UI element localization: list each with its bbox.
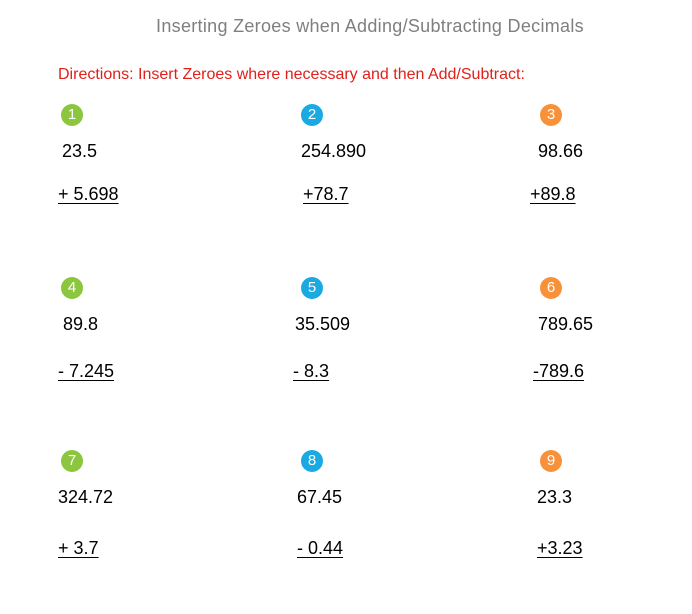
problem-4: 4 89.8 - 7.245 <box>58 277 231 417</box>
problem-2: 2 254.890 +78.7 <box>301 104 471 244</box>
first-operand: 67.45 <box>297 487 343 507</box>
directions-text: Directions: Insert Zeroes where necessar… <box>58 66 525 83</box>
problem-number-badge: 3 <box>540 104 562 126</box>
problem-1: 1 23.5 + 5.698 <box>58 104 231 244</box>
second-operand: - 8.3 <box>293 361 330 381</box>
second-operand: +3.23 <box>537 538 583 558</box>
problem-8: 8 67.45 - 0.44 <box>297 450 471 590</box>
problem-number-badge: 7 <box>61 450 83 472</box>
problem-3: 3 98.66 +89.8 <box>530 104 692 244</box>
problem-number-badge: 5 <box>301 277 323 299</box>
second-operand: - 7.245 <box>58 361 115 381</box>
first-operand: 89.8 <box>63 314 99 334</box>
second-operand: + 3.7 <box>58 538 99 558</box>
problem-9: 9 23.3 +3.23 <box>537 450 692 590</box>
problem-6: 6 789.65 -789.6 <box>533 277 692 417</box>
first-operand: 23.3 <box>537 487 573 507</box>
problem-number-badge: 9 <box>540 450 562 472</box>
second-operand: +89.8 <box>530 184 576 204</box>
first-operand: 324.72 <box>58 487 114 507</box>
second-operand: - 0.44 <box>297 538 344 558</box>
first-operand: 789.65 <box>538 314 594 334</box>
problem-5: 5 35.509 - 8.3 <box>293 277 471 417</box>
second-operand: + 5.698 <box>58 184 119 204</box>
second-operand: +78.7 <box>303 184 349 204</box>
problem-number-badge: 6 <box>540 277 562 299</box>
first-operand: 23.5 <box>62 141 98 161</box>
second-operand: -789.6 <box>533 361 585 381</box>
first-operand: 98.66 <box>538 141 584 161</box>
problem-number-badge: 1 <box>61 104 83 126</box>
worksheet-title: Inserting Zeroes when Adding/Subtracting… <box>156 16 584 36</box>
problem-number-badge: 2 <box>301 104 323 126</box>
problem-7: 7 324.72 + 3.7 <box>58 450 231 590</box>
first-operand: 254.890 <box>301 141 367 161</box>
first-operand: 35.509 <box>295 314 351 334</box>
problem-number-badge: 4 <box>61 277 83 299</box>
problem-number-badge: 8 <box>301 450 323 472</box>
